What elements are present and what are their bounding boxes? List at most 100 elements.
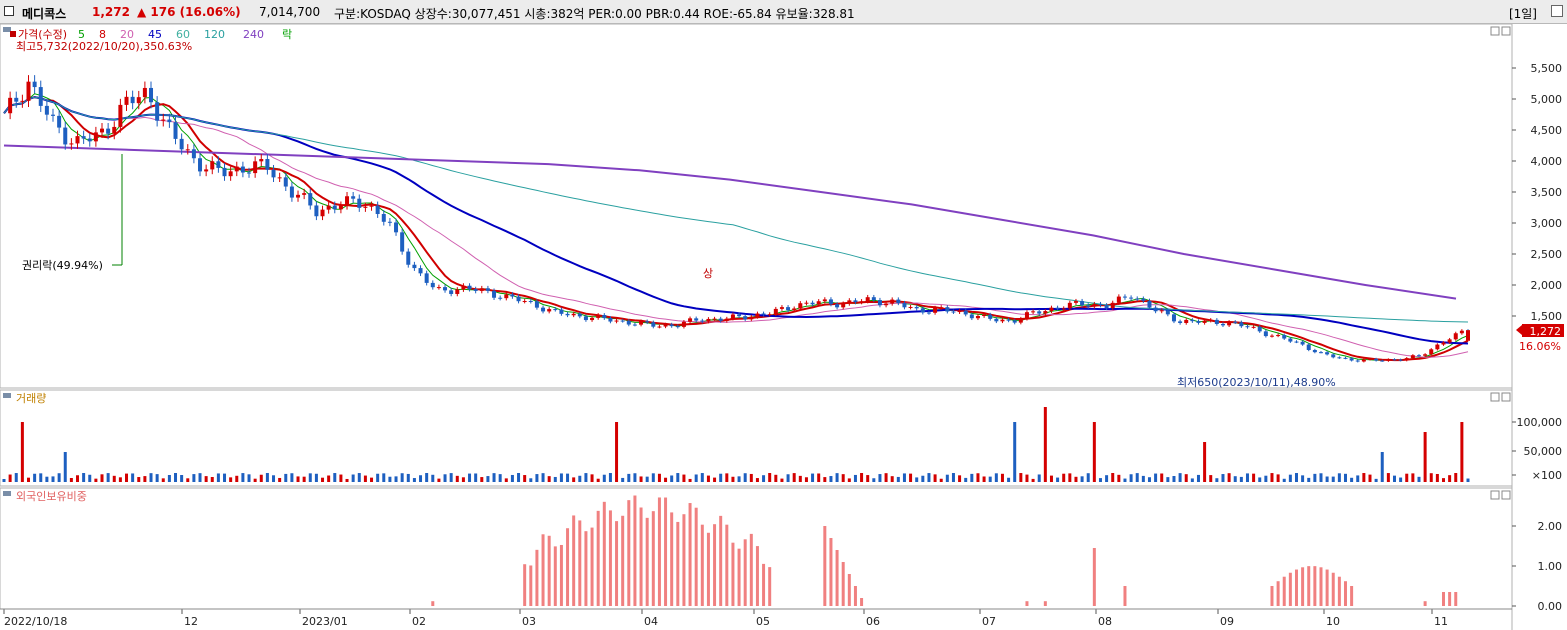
candle-body: [847, 300, 852, 304]
candle-body: [1000, 319, 1005, 322]
volume-bar: [1166, 477, 1170, 482]
candle-body: [694, 318, 699, 321]
volume-bar: [1282, 478, 1286, 482]
panel-handle-icon[interactable]: [3, 27, 11, 32]
indicator-legend: 가격(수정) 5 8 20 45 60 120 240 락: [10, 28, 292, 41]
volume-bar: [1068, 473, 1072, 482]
volume-bar: [1043, 407, 1047, 482]
candle-body: [436, 287, 441, 289]
candle-body: [1269, 335, 1274, 337]
candle-body: [430, 282, 435, 288]
foreign-bar: [1423, 601, 1427, 606]
candle-body: [332, 205, 337, 210]
candle-body: [369, 205, 374, 207]
volume-bar: [1325, 476, 1329, 482]
candle-body: [345, 196, 350, 206]
candle-body: [926, 312, 931, 314]
close-icon[interactable]: [1551, 5, 1563, 17]
volume-bar: [1307, 477, 1311, 482]
panel-handle-icon[interactable]: [3, 491, 11, 496]
volume-bar: [749, 473, 753, 482]
stock-name[interactable]: 메디콕스: [22, 7, 67, 21]
volume-bar: [719, 473, 723, 482]
candle-body: [308, 193, 313, 206]
volume-bar: [229, 477, 233, 482]
candle-body: [1178, 321, 1183, 323]
candle-body: [914, 306, 919, 309]
volume-bar: [1319, 473, 1323, 482]
foreign-bar: [645, 517, 649, 606]
volume-bar: [376, 473, 380, 482]
volume-bar: [1049, 475, 1053, 482]
foreign-bar: [431, 601, 435, 606]
volume-bar: [39, 473, 43, 482]
volume-bar: [449, 473, 453, 482]
volume-title: 거래량: [16, 392, 46, 405]
volume-bar: [1154, 473, 1158, 482]
candle-body: [841, 303, 846, 308]
candle-body: [982, 314, 987, 317]
candle-body: [357, 198, 362, 208]
volume-bar: [486, 476, 490, 482]
candle-body: [204, 169, 209, 172]
foreign-bar: [578, 520, 582, 606]
volume-bar: [382, 473, 386, 482]
candle-body: [198, 158, 203, 172]
candle-body: [1398, 359, 1403, 361]
candle-body: [461, 285, 466, 290]
volume-bar: [1460, 422, 1464, 482]
y-tick-label: 2.00: [1538, 520, 1563, 533]
volume-bar: [523, 475, 527, 482]
panel-handle-icon[interactable]: [3, 393, 11, 398]
foreign-bar: [823, 526, 827, 606]
candle-body: [1129, 297, 1134, 299]
candle-body: [1196, 321, 1201, 323]
volume-bar: [786, 474, 790, 482]
volume-bar: [1435, 473, 1439, 482]
candle-body: [957, 310, 962, 313]
volume-bar: [247, 474, 251, 482]
volume-bar: [841, 474, 845, 482]
candle-body: [1061, 308, 1066, 310]
volume-bar: [1405, 473, 1409, 482]
volume-bar: [296, 476, 300, 482]
candle-body: [504, 294, 509, 299]
candle-body: [234, 166, 239, 172]
volume-panel[interactable]: [0, 389, 1513, 487]
volume-bar: [927, 473, 931, 482]
volume-bar: [412, 478, 416, 482]
volume-bar: [333, 473, 337, 482]
x-tick-label: 06: [866, 615, 880, 628]
volume-bar: [664, 477, 668, 482]
volume-bar: [308, 473, 312, 482]
x-tick-label: 05: [756, 615, 770, 628]
period-selector[interactable]: [1일]: [1508, 7, 1537, 21]
candle-body: [645, 321, 650, 323]
legend-item: 가격(수정): [18, 28, 67, 41]
foreign-bar: [829, 538, 833, 606]
volume-bar: [1399, 477, 1403, 482]
panel-buttons[interactable]: [1490, 26, 1511, 500]
foreign-bar: [1282, 576, 1286, 606]
candle-body: [375, 205, 380, 215]
volume-bar: [737, 476, 741, 482]
candle-body: [100, 128, 105, 133]
volume-bar: [792, 473, 796, 482]
stock-chart[interactable]: 가격(수정) 5 8 20 45 60 120 240 락 최고5,732(2022/10/20…: [0, 24, 1567, 630]
candle-body: [761, 313, 766, 315]
candle-body: [828, 299, 833, 305]
volume-bar: [633, 473, 637, 482]
candle-body: [155, 102, 160, 121]
foreign-bar: [755, 546, 759, 606]
foreign-bar: [682, 514, 686, 606]
candle-body: [443, 287, 448, 291]
volume-bar: [1362, 473, 1366, 482]
select-checkbox[interactable]: [4, 6, 14, 16]
foreign-bar: [1307, 566, 1311, 606]
candle-body: [1190, 319, 1195, 322]
volume-bar: [939, 478, 943, 482]
candle-body: [1441, 342, 1446, 345]
foreign-bar: [713, 524, 717, 606]
legend-item: 5: [78, 28, 85, 41]
volume-bar: [866, 475, 870, 482]
